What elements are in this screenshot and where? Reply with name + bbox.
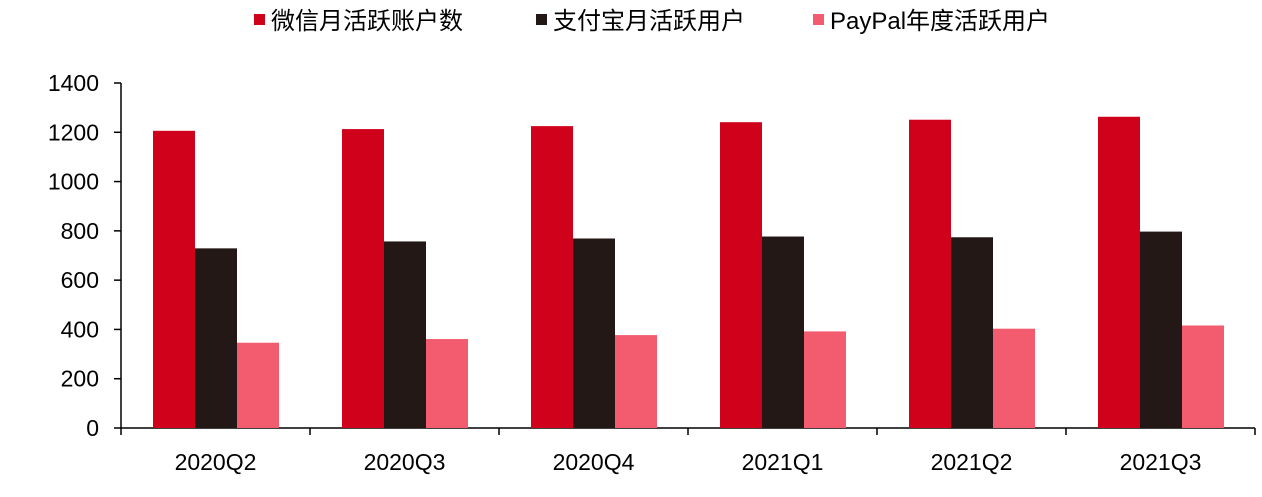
x-tick-label: 2021Q1 bbox=[742, 449, 824, 475]
bar-3-2020Q3 bbox=[426, 339, 468, 428]
bar-1-2021Q3 bbox=[1098, 116, 1140, 428]
bar-1-2021Q2 bbox=[909, 119, 951, 428]
x-tick-label: 2020Q3 bbox=[364, 449, 446, 475]
bar-1-2020Q2 bbox=[153, 130, 195, 429]
x-tick-label: 2020Q4 bbox=[553, 449, 635, 475]
bar-2-2021Q3 bbox=[1140, 231, 1182, 428]
legend-swatch-3 bbox=[813, 14, 824, 25]
bar-3-2021Q2 bbox=[993, 328, 1035, 428]
y-tick-label: 400 bbox=[61, 316, 99, 342]
bar-3-2020Q4 bbox=[615, 335, 657, 428]
bar-2-2021Q1 bbox=[762, 236, 804, 428]
legend-swatch-1 bbox=[254, 14, 265, 25]
bar-1-2021Q1 bbox=[720, 122, 762, 429]
y-tick-label: 200 bbox=[61, 366, 99, 392]
bar-2-2020Q3 bbox=[384, 241, 426, 428]
y-axis: 0 200 400 600 800 1000 1200 1400 bbox=[48, 70, 122, 441]
bar-3-2021Q1 bbox=[804, 331, 846, 428]
legend-label-3: PayPal年度活跃用户 bbox=[830, 8, 1050, 35]
bar-2-2020Q4 bbox=[573, 238, 615, 428]
bar-3-2021Q3 bbox=[1182, 325, 1224, 428]
bar-1-2020Q4 bbox=[531, 126, 573, 428]
y-tick-label: 800 bbox=[61, 218, 99, 244]
x-tick-label: 2021Q3 bbox=[1120, 449, 1202, 475]
bar-1-2020Q3 bbox=[342, 129, 384, 428]
bar-2-2020Q2 bbox=[195, 248, 237, 428]
legend: 微信月活跃账户数 支付宝月活跃用户 PayPal年度活跃用户 bbox=[254, 8, 1050, 35]
legend-label-1: 微信月活跃账户数 bbox=[271, 8, 463, 35]
y-tick-label: 1200 bbox=[48, 119, 99, 145]
x-axis: 2020Q2 2020Q3 2020Q4 2021Q1 2021Q2 2021Q3 bbox=[120, 427, 1256, 475]
bar-2-2021Q2 bbox=[951, 237, 993, 428]
bars bbox=[153, 116, 1224, 429]
y-tick-label: 600 bbox=[61, 267, 99, 293]
y-tick-label: 1400 bbox=[48, 70, 99, 96]
bar-3-2020Q2 bbox=[237, 342, 279, 428]
legend-swatch-2 bbox=[536, 14, 547, 25]
x-tick-label: 2020Q2 bbox=[175, 449, 257, 475]
legend-label-2: 支付宝月活跃用户 bbox=[553, 8, 745, 35]
x-tick-label: 2021Q2 bbox=[931, 449, 1013, 475]
y-tick-label: 1000 bbox=[48, 169, 99, 195]
y-tick-label: 0 bbox=[86, 415, 99, 441]
